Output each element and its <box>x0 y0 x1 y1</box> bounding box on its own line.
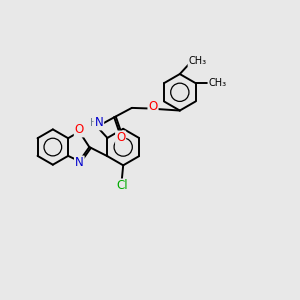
Text: N: N <box>75 157 84 169</box>
Text: CH₃: CH₃ <box>208 78 226 88</box>
Text: O: O <box>148 100 158 112</box>
Text: N: N <box>94 116 103 129</box>
Text: O: O <box>75 124 84 136</box>
Text: CH₃: CH₃ <box>188 56 206 66</box>
Text: O: O <box>116 131 125 144</box>
Text: Cl: Cl <box>116 179 127 192</box>
Text: H: H <box>90 118 98 128</box>
